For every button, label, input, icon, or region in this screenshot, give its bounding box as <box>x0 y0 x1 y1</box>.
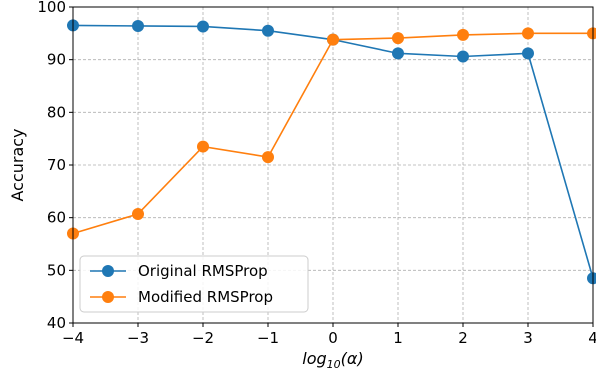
data-point <box>132 19 144 32</box>
y-tick-label: 100 <box>37 0 66 16</box>
x-axis-label: log10(α) <box>302 349 363 371</box>
data-point <box>327 33 339 46</box>
data-point <box>262 24 274 37</box>
data-point <box>392 47 404 60</box>
series-layer <box>67 19 596 285</box>
y-tick-label: 80 <box>47 103 66 121</box>
y-tick-label: 60 <box>47 209 66 227</box>
data-point <box>522 27 534 40</box>
x-axis-label-subscript: 10 <box>327 358 341 371</box>
legend-marker <box>102 291 114 303</box>
legend-label: Modified RMSProp <box>138 288 273 306</box>
x-tick-label: −3 <box>127 329 149 347</box>
legend: Original RMSProp Modified RMSProp <box>79 255 309 313</box>
data-point <box>197 140 209 153</box>
data-point <box>522 47 534 60</box>
data-point <box>587 272 596 285</box>
data-point <box>132 207 144 220</box>
x-tick-label: −4 <box>62 329 84 347</box>
data-point <box>262 151 274 164</box>
data-point <box>392 32 404 45</box>
x-axis-label-prefix: log <box>302 349 326 368</box>
y-axis-label: Accuracy <box>8 128 27 201</box>
y-tick-label: 40 <box>47 314 66 332</box>
legend-box <box>79 255 309 313</box>
x-tick-label: 3 <box>523 329 533 347</box>
data-point <box>587 27 596 40</box>
axis-ticks: −4 −3 −2 −1 0 1 2 3 4 40 50 60 70 80 90 100 <box>37 0 596 347</box>
x-tick-label: 1 <box>393 329 403 347</box>
x-tick-label: −1 <box>257 329 279 347</box>
data-point <box>457 28 469 41</box>
x-axis-label-suffix: (α) <box>341 349 364 368</box>
x-tick-label: 0 <box>328 329 338 347</box>
data-point <box>197 20 209 33</box>
y-tick-label: 50 <box>47 261 66 279</box>
x-tick-label: 2 <box>458 329 468 347</box>
data-point <box>457 50 469 63</box>
y-tick-label: 70 <box>47 156 66 174</box>
legend-label: Original RMSProp <box>138 262 268 280</box>
y-tick-label: 90 <box>47 51 66 69</box>
x-tick-label: −2 <box>192 329 214 347</box>
x-tick-label: 4 <box>588 329 596 347</box>
legend-marker <box>102 265 114 277</box>
